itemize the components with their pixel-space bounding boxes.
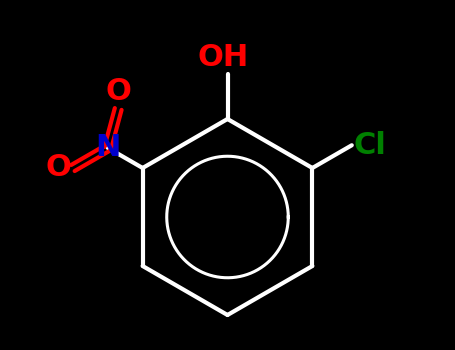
Text: O: O xyxy=(46,154,71,182)
Text: O: O xyxy=(105,77,131,106)
Text: OH: OH xyxy=(197,43,249,72)
Text: N: N xyxy=(95,133,121,162)
Text: Cl: Cl xyxy=(354,131,386,160)
